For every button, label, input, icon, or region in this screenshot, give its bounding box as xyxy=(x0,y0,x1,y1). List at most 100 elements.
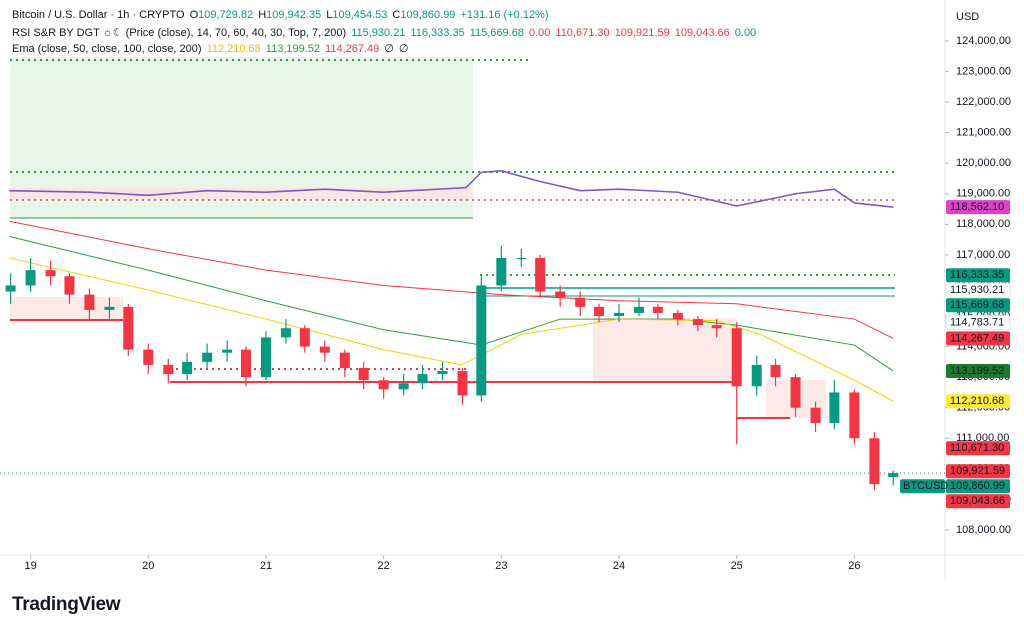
price-label-box xyxy=(946,200,1010,215)
x-tick-label: 24 xyxy=(613,560,625,572)
candle-body xyxy=(575,297,586,307)
price-label: 115,669.68 xyxy=(950,299,1004,311)
symbol: Bitcoin / U.S. Dollar · 1h · CRYPTO xyxy=(12,9,185,21)
indicator-value: 115,930.21 xyxy=(351,27,406,39)
candle-body xyxy=(45,270,56,277)
candle-body xyxy=(849,392,860,439)
price-label-box xyxy=(946,394,1010,409)
price-label-box xyxy=(946,464,1010,479)
candle-body xyxy=(104,306,115,310)
indicator-value: 109,043.66 xyxy=(674,27,730,39)
change: +131.16 (+0.12%) xyxy=(460,9,549,21)
price-label: 118,562.10 xyxy=(950,201,1004,213)
price-label: 113,199.52 xyxy=(950,365,1004,377)
candle-body xyxy=(652,306,663,313)
candle-body xyxy=(751,364,762,387)
logo: TradingView xyxy=(12,594,121,615)
indicator-value: 114,267.49 xyxy=(325,43,380,55)
y-tick-label: 121,000.00 xyxy=(956,127,1011,139)
ohlc-value: 109,860.99 xyxy=(400,9,456,21)
zone xyxy=(10,297,123,320)
legend-ema: Ema (close, 50, close, 100, close, 200) 1… xyxy=(12,42,413,55)
candle-body xyxy=(417,374,428,384)
candle-body xyxy=(437,371,448,375)
y-tick-label: 124,000.00 xyxy=(956,35,1011,47)
price-tag: BTCUSD xyxy=(903,480,948,492)
indicator-value: ∅ xyxy=(384,43,394,55)
candle-body xyxy=(182,361,193,375)
price-label: 109,860.99 xyxy=(950,480,1005,492)
x-tick-label: 25 xyxy=(731,560,743,572)
currency: USD xyxy=(956,11,979,23)
x-tick-label: 20 xyxy=(142,560,154,572)
candle-body xyxy=(64,276,75,295)
price-label-box xyxy=(946,364,1010,379)
candle-body xyxy=(869,438,880,485)
price-label: 115,930.21 xyxy=(950,284,1004,296)
indicator-title: Ema (close, 50, close, 100, close, 200) xyxy=(12,43,202,55)
indicator-title: RSI S&R BY DGT ☼☾ (Price (close), 14, 70… xyxy=(12,27,347,39)
candle-body xyxy=(163,364,174,375)
candle-body xyxy=(457,371,468,396)
zone xyxy=(593,318,736,382)
y-tick-label: 119,000.00 xyxy=(956,188,1010,200)
legend-symbol: Bitcoin / U.S. Dollar · 1h · CRYPTO O109,… xyxy=(12,9,554,21)
candle-body xyxy=(731,328,742,387)
y-tick-label: 117,000.00 xyxy=(956,249,1010,261)
y-tick-label: 118,000.00 xyxy=(956,218,1010,230)
indicator-line xyxy=(9,257,894,402)
indicator-value: 112,210.68 xyxy=(206,43,261,55)
indicator-value: 110,671.30 xyxy=(555,27,610,39)
y-tick-label: 123,000.00 xyxy=(956,65,1011,77)
price-label-box xyxy=(945,315,1011,331)
ohlc-value: 109,454.53 xyxy=(332,9,388,21)
candle-body xyxy=(84,294,95,310)
price-label: 110,671.30 xyxy=(950,442,1004,454)
candle-body xyxy=(634,306,645,313)
price-label: 109,921.59 xyxy=(950,465,1005,477)
price-label-box xyxy=(946,494,1010,509)
price-tag-box xyxy=(900,479,945,494)
candle-body xyxy=(555,291,566,298)
candle-body xyxy=(888,473,899,478)
candle-body xyxy=(143,349,154,365)
candle-body xyxy=(770,364,781,378)
candle-body xyxy=(476,285,487,396)
indicator-value: 109,921.59 xyxy=(614,27,670,39)
candle-body xyxy=(672,312,683,320)
candle-body xyxy=(260,337,271,378)
legend-rsi: RSI S&R BY DGT ☼☾ (Price (close), 14, 70… xyxy=(12,26,761,39)
candle-body xyxy=(594,306,605,317)
y-tick-label: 122,000.00 xyxy=(956,96,1011,108)
price-label-box xyxy=(946,268,1010,283)
price-label: 114,783.71 xyxy=(950,317,1004,329)
candle-body xyxy=(358,367,369,381)
ohlc-key: H xyxy=(258,9,267,21)
indicator-value: 113,199.52 xyxy=(265,43,321,55)
candle-body xyxy=(810,407,821,423)
candle-body xyxy=(398,383,409,390)
candle-body xyxy=(614,312,625,317)
candle-body xyxy=(202,352,213,362)
indicator-value: 0.00 xyxy=(528,27,551,39)
ohlc-key: L xyxy=(326,9,333,21)
x-tick-label: 21 xyxy=(260,560,272,572)
candle-body xyxy=(319,346,330,353)
candle-body xyxy=(25,270,36,286)
ohlc-key: C xyxy=(392,9,401,21)
y-tick-label: 111,000.00 xyxy=(956,432,1009,444)
candle-body xyxy=(829,392,840,423)
candle-body xyxy=(535,257,546,292)
x-tick-label: 23 xyxy=(495,560,507,572)
price-label: 116,333.35 xyxy=(950,269,1004,281)
price-label: 112,210.68 xyxy=(950,395,1004,407)
candle-body xyxy=(5,285,16,292)
x-tick-label: 19 xyxy=(24,560,36,572)
candle-body xyxy=(123,306,134,350)
price-label: 109,043.66 xyxy=(950,495,1005,507)
ohlc-value: 109,942.35 xyxy=(266,9,322,21)
indicator-line xyxy=(9,220,894,339)
indicator-value: 116,333.35 xyxy=(410,27,465,39)
